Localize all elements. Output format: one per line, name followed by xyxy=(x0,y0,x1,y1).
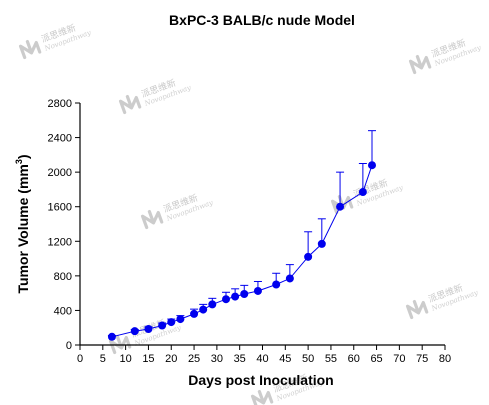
x-axis-title: Days post Inoculation xyxy=(188,372,333,388)
data-point xyxy=(240,290,249,299)
y-tick-label: 400 xyxy=(54,305,72,317)
x-tick-label: 75 xyxy=(416,353,428,365)
data-marks xyxy=(107,130,376,341)
data-point xyxy=(358,188,367,197)
data-point xyxy=(272,280,281,289)
data-point xyxy=(208,300,217,309)
y-axis-title: Tumor Volume (mm3) xyxy=(14,154,31,293)
x-tick-label: 15 xyxy=(142,353,154,365)
data-point xyxy=(158,321,167,330)
x-tick-label: 70 xyxy=(393,353,405,365)
x-tick-label: 65 xyxy=(370,353,382,365)
data-point xyxy=(336,202,345,211)
x-tick-label: 25 xyxy=(188,353,200,365)
data-point xyxy=(253,286,262,295)
x-tick-label: 35 xyxy=(234,353,246,365)
x-tick-label: 40 xyxy=(256,353,268,365)
x-tick-label: 20 xyxy=(165,353,177,365)
x-tick-label: 10 xyxy=(120,353,132,365)
x-tick-label: 55 xyxy=(325,353,337,365)
data-point xyxy=(231,292,240,301)
watermark-logo-icon xyxy=(405,299,429,320)
x-tick-label: 0 xyxy=(77,353,83,365)
data-point xyxy=(130,327,139,336)
x-tick-label: 80 xyxy=(439,353,451,365)
y-tick-label: 2400 xyxy=(48,133,72,145)
data-point xyxy=(144,325,153,334)
chart-title: BxPC-3 BALB/c nude Model xyxy=(169,12,355,28)
data-point xyxy=(199,305,208,314)
x-tick-label: 60 xyxy=(348,353,360,365)
y-axis-title-main: Tumor Volume (mm xyxy=(15,164,31,293)
x-tick-label: 50 xyxy=(302,353,314,365)
watermark-logo-icon xyxy=(118,94,142,115)
data-point xyxy=(304,252,313,261)
data-point xyxy=(317,239,326,248)
x-tick-label: 45 xyxy=(279,353,291,365)
y-tick-label: 800 xyxy=(54,271,72,283)
series-line xyxy=(111,165,373,338)
y-tick-label: 1600 xyxy=(48,202,72,214)
y-tick-label: 2800 xyxy=(48,98,72,110)
data-point xyxy=(285,274,294,283)
watermark-logo-icon xyxy=(18,39,42,60)
data-point xyxy=(107,332,116,341)
data-point xyxy=(368,161,376,170)
y-tick-label: 0 xyxy=(66,340,72,352)
data-point xyxy=(222,295,230,304)
y-tick-label: 2000 xyxy=(48,167,72,179)
x-tick-label: 30 xyxy=(211,353,223,365)
y-axis-title-end: ) xyxy=(15,154,31,159)
watermark-logo-icon xyxy=(250,389,274,405)
watermark-logo-icon xyxy=(408,54,432,75)
data-point xyxy=(190,309,199,318)
watermark-logo-icon xyxy=(140,209,164,230)
x-tick-label: 5 xyxy=(100,353,106,365)
y-axis-title-sup: 3 xyxy=(14,159,24,164)
y-tick-label: 1200 xyxy=(48,236,72,248)
data-point xyxy=(176,315,185,324)
data-point xyxy=(167,318,176,327)
axes: 0 5 10 15 20 25 30 35 40 45 50 55 60 65 70 75 8004008001… xyxy=(48,98,452,365)
